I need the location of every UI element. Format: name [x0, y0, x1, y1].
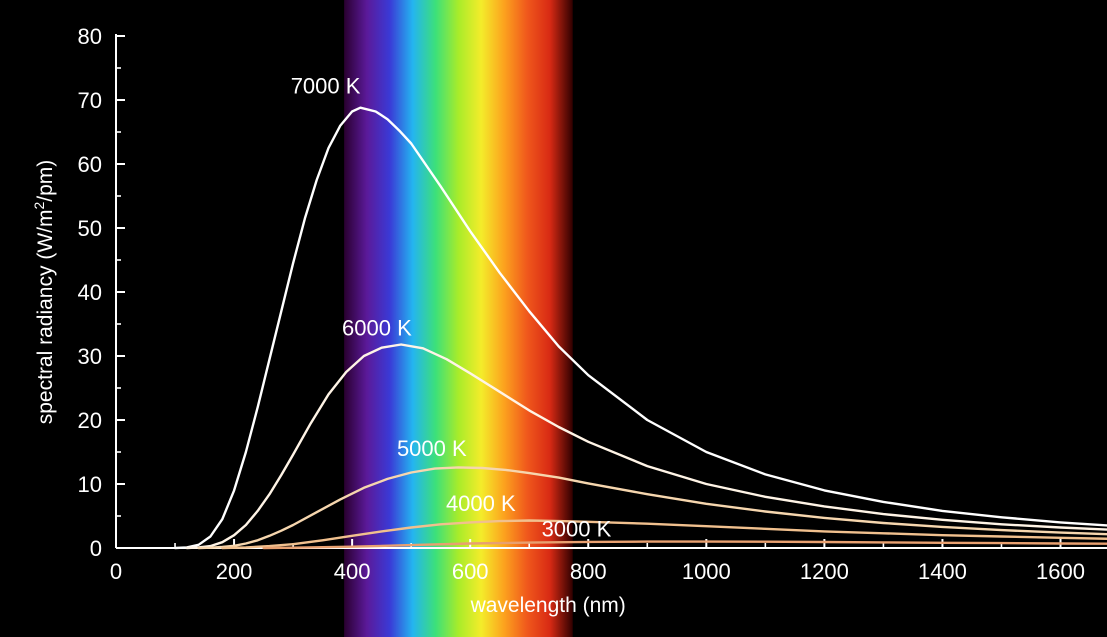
- y-tick-label: 70: [78, 88, 102, 113]
- y-tick-label: 40: [78, 280, 102, 305]
- y-tick-label: 50: [78, 216, 102, 241]
- x-tick-label: 800: [570, 559, 607, 584]
- curve-label: 6000 K: [342, 316, 412, 341]
- x-tick-label: 1400: [918, 559, 967, 584]
- y-axis-title-end: /pm): [34, 160, 57, 202]
- x-tick-label: 1000: [682, 559, 731, 584]
- y-tick-label: 80: [78, 24, 102, 49]
- y-tick-label: 20: [78, 408, 102, 433]
- x-tick-label: 1600: [1036, 559, 1085, 584]
- curve-4000-k: [221, 519, 1107, 550]
- x-tick-label: 400: [334, 559, 371, 584]
- y-tick-label: 30: [78, 344, 102, 369]
- y-axis-title-main: spectral radiancy (W/m: [34, 210, 57, 425]
- x-axis-title: wavelength (nm): [470, 594, 626, 617]
- y-axis-title: spectral radiancy (W/m2/pm): [31, 160, 57, 425]
- x-tick-label: 600: [452, 559, 489, 584]
- y-axis-title-sup: 2: [31, 202, 47, 210]
- curve-7000-k: [173, 106, 1107, 550]
- y-tick-label: 10: [78, 472, 102, 497]
- curves: [173, 106, 1107, 550]
- y-tick-label: 0: [90, 536, 102, 561]
- x-tick-label: 1200: [800, 559, 849, 584]
- x-tick-label: 0: [110, 559, 122, 584]
- x-tick-label: 200: [216, 559, 253, 584]
- curve-3000-k: [262, 540, 1107, 550]
- curve-label: 7000 K: [291, 74, 361, 99]
- curve-label: 3000 K: [542, 516, 612, 541]
- curve-labels: 7000 K 6000 K 5000 K 4000 K 3000 K: [291, 74, 612, 542]
- curve-label: 5000 K: [397, 436, 467, 461]
- curve-label: 4000 K: [446, 491, 516, 516]
- curve-6000-k: [185, 343, 1107, 550]
- curve-5000-k: [197, 466, 1107, 550]
- y-tick-label: 60: [78, 152, 102, 177]
